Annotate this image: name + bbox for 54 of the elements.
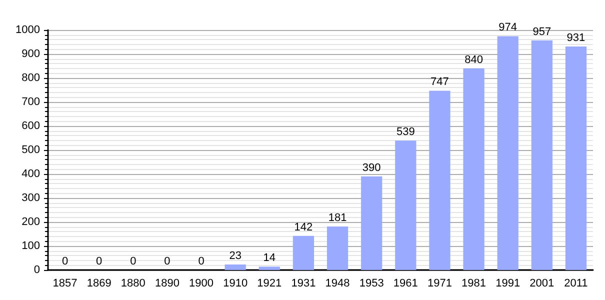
data-label: 0 bbox=[96, 256, 102, 268]
x-tick-label: 1981 bbox=[462, 278, 486, 290]
data-label: 142 bbox=[294, 221, 313, 234]
y-tick-label: 200 bbox=[22, 216, 40, 228]
x-tick-label: 1890 bbox=[154, 278, 180, 290]
x-tick-label: 1961 bbox=[393, 278, 418, 290]
bar bbox=[531, 40, 552, 270]
data-label: 23 bbox=[229, 250, 242, 262]
bar bbox=[463, 68, 484, 270]
y-tick-label: 800 bbox=[22, 72, 40, 84]
y-tick-label: 400 bbox=[22, 168, 40, 180]
y-tick-label: 900 bbox=[22, 48, 40, 60]
bar bbox=[395, 140, 416, 270]
bar bbox=[361, 176, 382, 270]
data-label: 390 bbox=[362, 162, 381, 174]
y-tick-label: 100 bbox=[22, 240, 40, 252]
x-tick-label: 1931 bbox=[291, 278, 316, 290]
bar bbox=[224, 264, 246, 270]
data-label: 931 bbox=[566, 32, 586, 44]
x-tick-label: 2001 bbox=[530, 278, 554, 290]
data-label: 14 bbox=[263, 252, 276, 264]
bar bbox=[497, 36, 518, 270]
x-tick-label: 1991 bbox=[496, 278, 520, 290]
bar bbox=[565, 46, 587, 270]
bar bbox=[326, 226, 348, 270]
x-tick-label: 1869 bbox=[86, 278, 112, 290]
x-tick-label: 1948 bbox=[325, 278, 350, 290]
x-tick-label: 1910 bbox=[223, 278, 248, 290]
data-label: 957 bbox=[532, 26, 552, 38]
data-label: 0 bbox=[198, 256, 204, 268]
bar bbox=[429, 90, 450, 270]
y-tick-label: 300 bbox=[22, 192, 40, 204]
data-label: 0 bbox=[164, 256, 170, 268]
x-tick-label: 1900 bbox=[189, 278, 214, 290]
data-label: 0 bbox=[62, 256, 68, 268]
data-label: 840 bbox=[464, 54, 483, 66]
data-label: 747 bbox=[430, 76, 449, 88]
bar bbox=[292, 236, 314, 270]
x-tick-label: 1880 bbox=[120, 278, 146, 290]
x-tick-label: 1857 bbox=[52, 278, 78, 290]
x-tick-label: 2011 bbox=[564, 278, 588, 290]
data-label: 181 bbox=[328, 212, 347, 224]
y-tick-label: 500 bbox=[22, 144, 40, 156]
data-label: 0 bbox=[130, 256, 136, 268]
data-label: 539 bbox=[396, 126, 415, 138]
x-tick-label: 1921 bbox=[257, 278, 282, 290]
bar bbox=[258, 266, 280, 270]
data-label: 974 bbox=[498, 22, 518, 34]
x-tick-label: 1953 bbox=[359, 278, 384, 290]
y-tick-label: 1000 bbox=[16, 24, 40, 36]
y-tick-label: 700 bbox=[22, 96, 40, 108]
y-tick-label: 600 bbox=[22, 120, 40, 132]
x-tick-label: 1971 bbox=[427, 278, 452, 290]
y-tick-label: 0 bbox=[34, 264, 40, 276]
